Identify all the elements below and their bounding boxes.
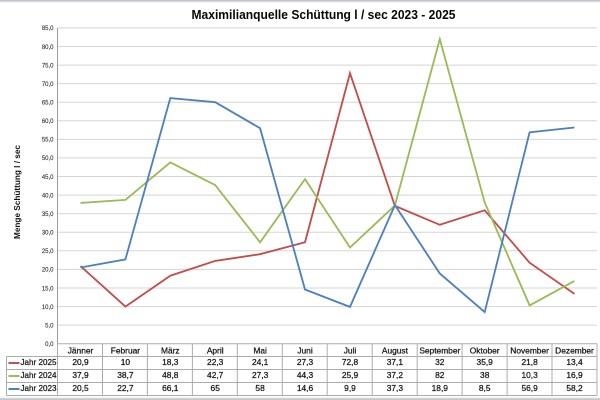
svg-text:37,1: 37,1 xyxy=(387,357,404,367)
svg-text:Maximilianquelle Schüttung l /: Maximilianquelle Schüttung l / sec 2023 … xyxy=(192,7,456,22)
svg-text:10: 10 xyxy=(121,357,131,367)
svg-text:75,0: 75,0 xyxy=(42,63,54,69)
svg-text:44,3: 44,3 xyxy=(297,370,314,380)
svg-text:September: September xyxy=(419,345,460,355)
svg-text:16,9: 16,9 xyxy=(566,370,583,380)
svg-text:10,0: 10,0 xyxy=(42,305,54,311)
svg-text:9,9: 9,9 xyxy=(344,383,356,393)
svg-text:27,3: 27,3 xyxy=(297,357,314,367)
svg-text:Jahr 2023: Jahr 2023 xyxy=(21,383,57,393)
svg-text:56,9: 56,9 xyxy=(521,383,538,393)
svg-text:13,4: 13,4 xyxy=(566,357,583,367)
svg-text:21,8: 21,8 xyxy=(521,357,538,367)
svg-text:58,2: 58,2 xyxy=(566,383,583,393)
svg-text:18,3: 18,3 xyxy=(162,357,179,367)
svg-text:50,0: 50,0 xyxy=(42,156,54,162)
svg-text:Juli: Juli xyxy=(344,345,357,355)
svg-text:Mai: Mai xyxy=(253,345,267,355)
svg-text:38,7: 38,7 xyxy=(117,370,134,380)
svg-text:37,9: 37,9 xyxy=(72,370,89,380)
svg-text:35,0: 35,0 xyxy=(42,212,54,218)
svg-text:65,0: 65,0 xyxy=(42,101,54,107)
svg-text:70,0: 70,0 xyxy=(42,82,54,88)
svg-text:72,8: 72,8 xyxy=(342,357,359,367)
svg-text:Jänner: Jänner xyxy=(68,345,94,355)
svg-text:27,3: 27,3 xyxy=(252,370,269,380)
svg-text:Jahr 2024: Jahr 2024 xyxy=(21,370,57,380)
svg-text:November: November xyxy=(510,345,549,355)
svg-text:42,7: 42,7 xyxy=(207,370,224,380)
svg-text:August: August xyxy=(382,345,409,355)
svg-text:22,7: 22,7 xyxy=(117,383,134,393)
svg-text:0,0: 0,0 xyxy=(45,342,54,348)
svg-text:65: 65 xyxy=(211,383,221,393)
svg-text:60,0: 60,0 xyxy=(42,119,54,125)
svg-text:14,6: 14,6 xyxy=(297,383,314,393)
svg-text:66,1: 66,1 xyxy=(162,383,179,393)
svg-text:20,9: 20,9 xyxy=(72,357,89,367)
svg-text:82: 82 xyxy=(435,370,445,380)
svg-text:Oktober: Oktober xyxy=(470,345,500,355)
svg-text:55,0: 55,0 xyxy=(42,138,54,144)
svg-text:45,0: 45,0 xyxy=(42,175,54,181)
svg-text:18,9: 18,9 xyxy=(432,383,449,393)
svg-text:Jahr 2025: Jahr 2025 xyxy=(21,357,57,367)
svg-text:24,1: 24,1 xyxy=(252,357,269,367)
svg-text:37,2: 37,2 xyxy=(387,370,404,380)
svg-text:Juni: Juni xyxy=(297,345,313,355)
svg-text:5,0: 5,0 xyxy=(45,323,54,329)
svg-text:32: 32 xyxy=(435,357,445,367)
svg-text:15,0: 15,0 xyxy=(42,286,54,292)
svg-text:März: März xyxy=(161,345,180,355)
svg-text:37,3: 37,3 xyxy=(387,383,404,393)
svg-text:April: April xyxy=(207,345,224,355)
svg-text:20,5: 20,5 xyxy=(72,383,89,393)
svg-text:Menge Schüttung l / sec: Menge Schüttung l / sec xyxy=(12,145,22,239)
svg-text:80,0: 80,0 xyxy=(42,45,54,51)
svg-text:35,9: 35,9 xyxy=(477,357,494,367)
svg-text:40,0: 40,0 xyxy=(42,193,54,199)
svg-text:Februar: Februar xyxy=(111,345,141,355)
svg-text:25,0: 25,0 xyxy=(42,249,54,255)
svg-text:10,3: 10,3 xyxy=(521,370,538,380)
svg-text:20,0: 20,0 xyxy=(42,268,54,274)
svg-text:22,3: 22,3 xyxy=(207,357,224,367)
svg-text:38: 38 xyxy=(480,370,490,380)
svg-text:48,8: 48,8 xyxy=(162,370,179,380)
svg-text:25,9: 25,9 xyxy=(342,370,359,380)
svg-text:8,5: 8,5 xyxy=(479,383,491,393)
svg-text:58: 58 xyxy=(255,383,265,393)
svg-text:30,0: 30,0 xyxy=(42,231,54,237)
svg-text:Dezember: Dezember xyxy=(555,345,594,355)
svg-text:85,0: 85,0 xyxy=(42,26,54,32)
